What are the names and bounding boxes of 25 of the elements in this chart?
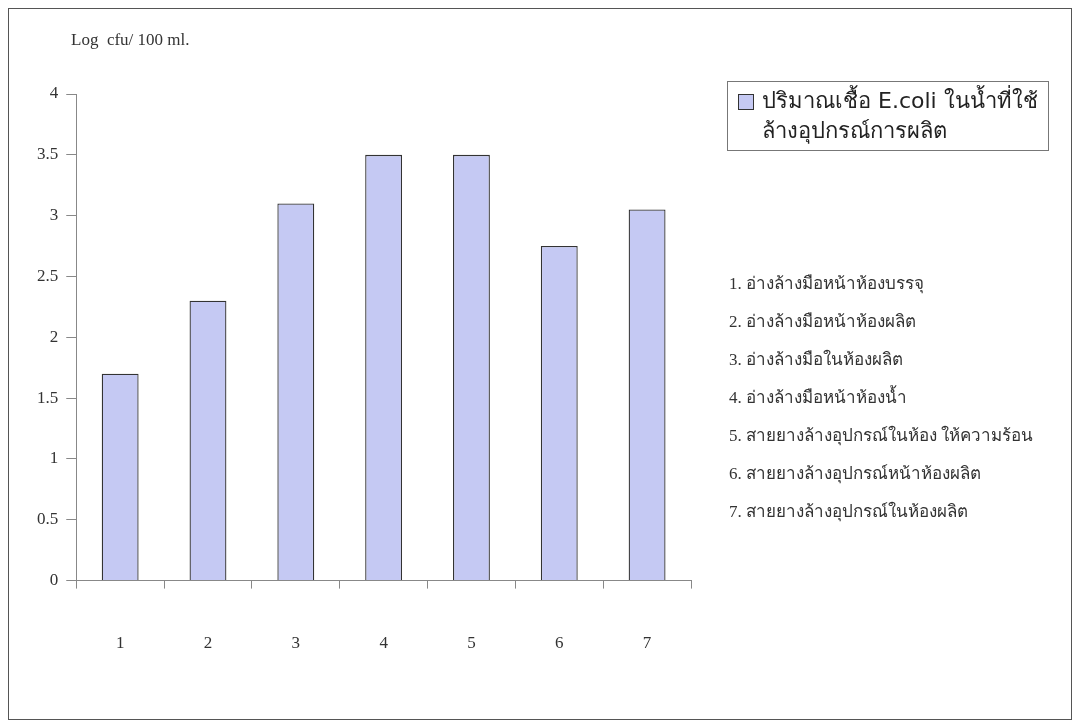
y-axis-title: Log cfu/ 100 ml.	[71, 30, 190, 50]
x-tick-label: 4	[379, 633, 389, 653]
y-tick-label: 2.5	[37, 265, 59, 285]
y-tick-label: 3.5	[37, 144, 59, 164]
text: 3. อ่างล้างมือในห้องผลิต	[729, 348, 904, 371]
x-tick-label: 3	[291, 633, 301, 653]
y-tick-label: 1.5	[37, 387, 59, 407]
text: 7. สายยางล้างอุปกรณ์ในห้องผลิต	[729, 500, 969, 524]
text: 2. อ่างล้างมือหน้าห้องผลิต	[729, 311, 917, 333]
x-tick-label: 5	[467, 633, 476, 653]
text: 6. สายยางล้างอุปกรณ์หน้าห้องผลิต	[729, 463, 982, 486]
x-tick-label: 1	[115, 633, 125, 653]
text: 5. สายยางล้างอุปกรณ์ในห้อง ให้ความร้อน	[729, 424, 1035, 448]
y-tick-label: 0	[49, 570, 59, 590]
x-tick-label: 2	[203, 633, 213, 653]
x-tick-label: 7	[642, 633, 652, 653]
y-tick-label: 0.5	[37, 509, 59, 529]
x-tick-label: 6	[555, 633, 564, 653]
legend-label: ปริมาณเชื้อ E.coli ในน้ำที่ใช้ล้างอุปกรณ์การผลิต	[762, 86, 1038, 146]
y-tick-label: 3	[49, 205, 59, 225]
text: 1. อ่างล้างมือหน้าห้องบรรจุ	[729, 273, 925, 296]
y-tick-label: 4	[49, 83, 59, 103]
y-tick-label: 2	[49, 326, 59, 346]
y-tick-label: 1	[49, 448, 59, 468]
text: 4. อ่างล้างมือหน้าห้องน้ำ	[729, 384, 908, 409]
